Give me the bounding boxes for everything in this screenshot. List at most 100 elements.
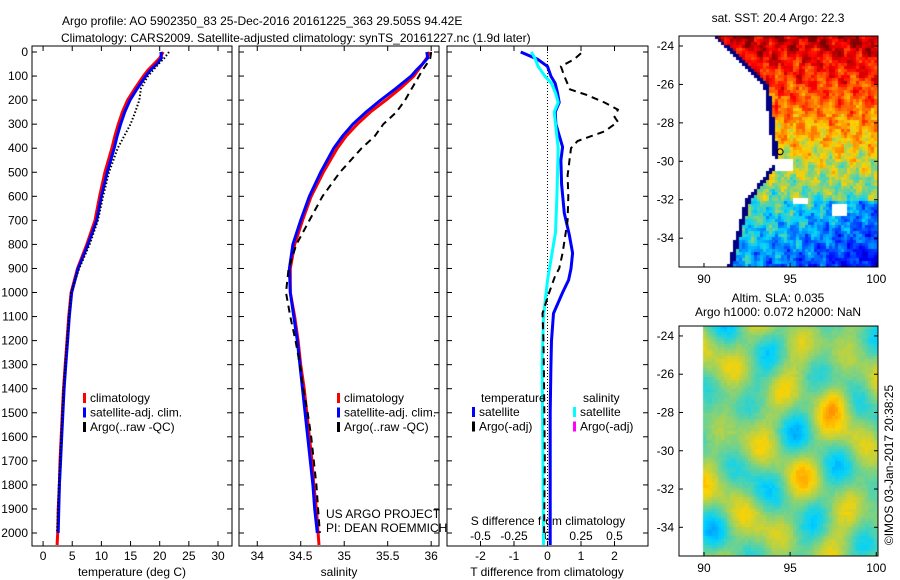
s-difference-tick-label: 0.25 [569, 529, 593, 543]
depth-tick-label: 400 [8, 141, 28, 155]
sst-map-ytick-label: -24 [657, 39, 675, 53]
sst-map-ytick-label: -34 [657, 231, 675, 245]
difference-xtick-label: -2 [475, 549, 486, 563]
s-difference-tick-label: 0 [544, 529, 551, 543]
temperature-legend-label: climatology [90, 391, 150, 405]
sla-map-title: Altim. SLA: 0.035 [732, 291, 825, 305]
salinity-legend-label: climatology [344, 391, 404, 405]
temperature-xlabel: temperature (deg C) [78, 565, 186, 579]
sst-map-image [679, 36, 878, 267]
difference-series-temperature-argo-adj- [541, 52, 620, 534]
sst-map-axes-box [678, 35, 879, 268]
depth-tick-label: 900 [8, 261, 28, 275]
salinity-legend-label: satellite-adj. clim. [344, 406, 436, 420]
legend-temperature-label: satellite [479, 405, 520, 419]
legend-temperature-swatch [472, 407, 475, 417]
depth-tick-label: 0 [21, 45, 28, 59]
temperature-legend-swatch [83, 393, 86, 403]
temperature-xtick-label: 30 [211, 549, 225, 563]
legend-salinity-header: salinity [583, 391, 620, 405]
imos-credit: ©IMOS 03-Jan-2017 20:38:25 [882, 385, 896, 546]
title-line-2: Climatology: CARS2009. Satellite-adjuste… [61, 31, 531, 45]
temperature-axes-box [31, 45, 233, 547]
depth-tick-label: 300 [8, 117, 28, 131]
depth-tick-label: 700 [8, 213, 28, 227]
t-difference-xlabel: T difference from climatology [470, 565, 624, 579]
title-line-1: Argo profile: AO 5902350_83 25-Dec-2016 … [62, 14, 462, 28]
sla-map-ytick-label: -24 [657, 329, 675, 343]
depth-tick-label: 1300 [1, 358, 28, 372]
difference-series-temperature-satellite [520, 50, 575, 545]
salinity-series-satellite-adj-clim- [287, 51, 430, 534]
legend-salinity-label: Argo(-adj) [580, 420, 633, 434]
sla-map-ytick-label: -30 [657, 444, 675, 458]
temperature-legend-swatch [83, 422, 86, 432]
salinity-xtick-label: 34 [251, 549, 265, 563]
temperature-xtick-label: 5 [69, 549, 76, 563]
sst-map-xtick-label: 95 [783, 272, 797, 286]
sst-map-ytick-label: -30 [657, 154, 675, 168]
sla-map-xtick-label: 95 [783, 561, 797, 575]
sla-map-subtitle: Argo h1000: 0.072 h2000: NaN [695, 305, 861, 319]
salinity-xtick-label: 35.5 [376, 549, 400, 563]
depth-tick-label: 1400 [1, 382, 28, 396]
temperature-xtick-label: 15 [124, 549, 138, 563]
temperature-xtick-label: 10 [95, 549, 109, 563]
salinity-xtick-label: 35 [338, 549, 352, 563]
depth-tick-label: 600 [8, 189, 28, 203]
sla-map-xtick-label: 100 [866, 561, 886, 575]
depth-tick-label: 800 [8, 237, 28, 251]
temperature-legend-label: Argo(..raw -QC) [90, 420, 175, 434]
temperature-xtick-label: 0 [40, 549, 47, 563]
depth-tick-label: 500 [8, 165, 28, 179]
sla-map-image [679, 326, 878, 556]
salinity-legend-swatch [337, 422, 340, 432]
depth-tick-label: 200 [8, 93, 28, 107]
sla-map-xtick-label: 90 [697, 561, 711, 575]
sst-map-xtick-label: 90 [697, 272, 711, 286]
legend-temperature-label: Argo(-adj) [479, 420, 532, 434]
sla-map-ytick-label: -34 [657, 520, 675, 534]
salinity-axes-box [238, 45, 440, 547]
depth-tick-label: 2000 [1, 526, 28, 540]
temperature-legend-swatch [83, 407, 86, 418]
temperature-xtick-label: 25 [182, 549, 196, 563]
depth-tick-label: 1200 [1, 334, 28, 348]
temperature-series-satellite-adj-clim- [56, 51, 163, 534]
s-difference-tick-label: 0.5 [606, 529, 623, 543]
salinity-xlabel: salinity [321, 565, 358, 579]
legend-salinity-swatch [573, 407, 576, 417]
salinity-xtick-label: 34.5 [289, 549, 313, 563]
difference-xtick-label: 0 [544, 549, 551, 563]
legend-temperature-header: temperature [481, 391, 546, 405]
salinity-legend-swatch [337, 393, 340, 403]
salinity-legend-label: Argo(..raw -QC) [344, 420, 429, 434]
depth-tick-label: 100 [8, 69, 28, 83]
difference-xtick-label: -1 [509, 549, 520, 563]
sst-map-xtick-label: 100 [866, 272, 886, 286]
temperature-xtick-label: 20 [153, 549, 167, 563]
salinity-legend-swatch [337, 407, 340, 418]
depth-tick-label: 1000 [1, 286, 28, 300]
sst-map-ytick-label: -26 [657, 77, 675, 91]
salinity-series-argo-raw-qc- [284, 51, 433, 534]
depth-tick-label: 1600 [1, 430, 28, 444]
sla-map-axes-box [678, 325, 879, 557]
argo-position-marker [776, 148, 784, 156]
temperature-legend-label: satellite-adj. clim. [90, 406, 182, 420]
depth-tick-label: 1100 [2, 310, 28, 324]
sst-map-ytick-label: -32 [657, 193, 675, 207]
sst-map-title: sat. SST: 20.4 Argo: 22.3 [712, 11, 845, 25]
legend-temperature-swatch [472, 421, 475, 432]
depth-tick-label: 1800 [1, 478, 28, 492]
salinity-series-climatology [288, 51, 431, 546]
pi-annotation: PI: DEAN ROEMMICH [326, 521, 447, 535]
sla-map-ytick-label: -32 [657, 482, 675, 496]
temperature-series-argo-raw-qc- [56, 51, 170, 534]
depth-tick-label: 1700 [1, 454, 28, 468]
difference-xtick-label: 2 [611, 549, 618, 563]
legend-salinity-swatch [573, 421, 576, 432]
difference-xtick-label: 1 [578, 549, 585, 563]
